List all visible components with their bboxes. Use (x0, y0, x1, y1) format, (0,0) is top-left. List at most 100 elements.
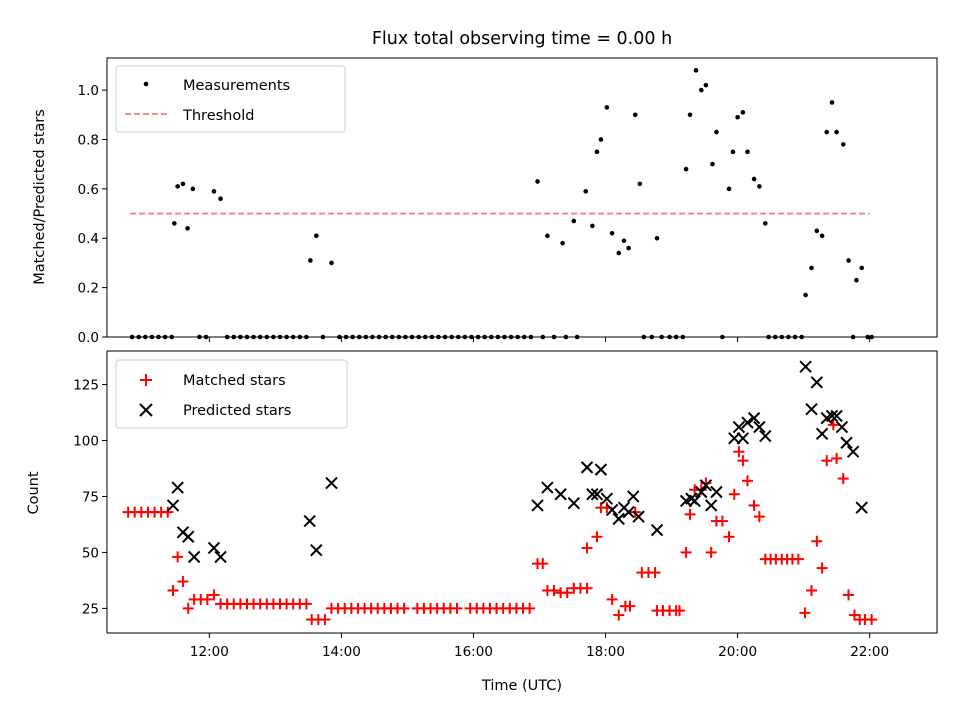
measurement-point (590, 223, 595, 229)
matched-star-point (673, 605, 685, 617)
x-stroke (310, 543, 323, 557)
matched-star-point (792, 553, 804, 565)
x-stroke (594, 463, 608, 476)
predicted-star-point (688, 494, 701, 508)
matched-star-point (821, 455, 833, 467)
x-stroke (531, 499, 544, 512)
measurement-point (698, 87, 704, 93)
count-y-ticks: 25 50 75 100 125 (73, 378, 107, 617)
predicted-star-point (840, 436, 853, 449)
matched-star-point (398, 602, 410, 614)
measurement-point (687, 112, 693, 118)
y-tick-label: 100 (73, 434, 99, 450)
predicted-star-point (732, 420, 746, 434)
x-tick-label: 12:00 (190, 644, 229, 660)
matched-star-point (811, 535, 823, 547)
measurement-point (740, 110, 746, 115)
matched-star-point (561, 587, 573, 599)
measurement-point (185, 226, 190, 231)
measurement-point (710, 161, 715, 167)
x-stroke (810, 376, 824, 389)
measurement-point (714, 129, 719, 135)
measurement-point (693, 68, 699, 73)
y-tick-label: 0.6 (78, 182, 99, 198)
measurement-point (632, 112, 638, 118)
predicted-star-point (695, 485, 708, 499)
predicted-star-point (815, 427, 829, 441)
measurements-legend-label: Measurements (183, 78, 290, 94)
ratio-y-axis-label: Matched/Predicted stars (32, 109, 48, 285)
measurement-point (757, 184, 762, 189)
count-panel: 25 50 75 100 125 12:00 14:00 16:00 18:00 20:00 22… (26, 350, 938, 694)
ratio-axes-frame (106, 57, 938, 338)
predicted-star-point (810, 376, 824, 389)
ratio-legend-box (115, 65, 346, 133)
threshold-legend-label: Threshold (182, 108, 254, 124)
measurement-point (735, 114, 740, 120)
matched-star-point (741, 475, 753, 487)
matched-star-point (728, 488, 740, 500)
x-stroke (325, 476, 338, 490)
x-stroke (747, 411, 761, 425)
matched-star-point (705, 546, 717, 558)
matched-star-point (182, 602, 194, 614)
x-stroke (699, 479, 713, 492)
predicted-star-point (830, 409, 843, 423)
count-legend-box (115, 359, 348, 429)
matched-star-point (827, 419, 839, 431)
count-legend: Matched stars Predicted stars (115, 359, 348, 429)
x-stroke (187, 550, 201, 564)
measurement-point (190, 186, 196, 192)
measurement-point (751, 176, 757, 182)
matched-star-point (680, 546, 692, 558)
y-tick-label: 0.2 (78, 281, 99, 297)
x-stroke (846, 445, 860, 458)
predicted-star-point (182, 530, 195, 543)
predicted-star-point (325, 476, 338, 490)
measurement-point (621, 238, 627, 244)
matched-star-point (537, 558, 549, 570)
measurement-point (560, 240, 565, 246)
predicted-star-point (805, 402, 818, 416)
predicted-star-point (303, 514, 316, 528)
matched-star-point (613, 609, 625, 621)
measurement-point (616, 250, 622, 256)
y-tick-label: 125 (73, 378, 99, 394)
matched-star-point (748, 499, 760, 511)
y-tick-label: 0.4 (78, 231, 99, 247)
measurement-point (329, 260, 334, 266)
measurement-point (745, 149, 750, 155)
matched-star-point (172, 551, 184, 563)
predicted-star-point (632, 510, 645, 523)
matched-star-point (843, 589, 855, 601)
matched-stars-legend-marker (140, 374, 152, 386)
y-tick-label: 50 (82, 545, 99, 561)
x-stroke (632, 510, 645, 523)
measurements-legend-marker (143, 81, 149, 87)
x-stroke (815, 427, 829, 441)
predicted-star-point (310, 543, 323, 557)
measurement-point (218, 196, 223, 202)
ratio-legend: Measurements Threshold (115, 65, 346, 133)
measurement-point (683, 166, 689, 172)
predicted-stars-legend-label: Predicted stars (183, 403, 291, 419)
measurement-point (308, 258, 313, 263)
x-stroke (214, 550, 227, 564)
predicted-star-point (567, 496, 581, 510)
matched-star-point (866, 614, 878, 626)
x-stroke (855, 501, 868, 514)
predicted-star-point (627, 490, 640, 503)
predicted-star-point (741, 416, 754, 429)
y-tick-label: 75 (82, 489, 99, 505)
predicted-star-point (747, 411, 761, 425)
measurement-point (840, 142, 846, 147)
x-stroke (753, 420, 766, 434)
x-stroke (830, 409, 843, 423)
matched-star-point (524, 602, 536, 614)
ratio-panel: Flux total observing time = 0.00 h 0.00.… (32, 29, 938, 346)
matched-star-point (837, 473, 849, 485)
x-stroke (741, 416, 754, 429)
measurement-point (803, 292, 808, 298)
matched-star-point (816, 562, 828, 574)
